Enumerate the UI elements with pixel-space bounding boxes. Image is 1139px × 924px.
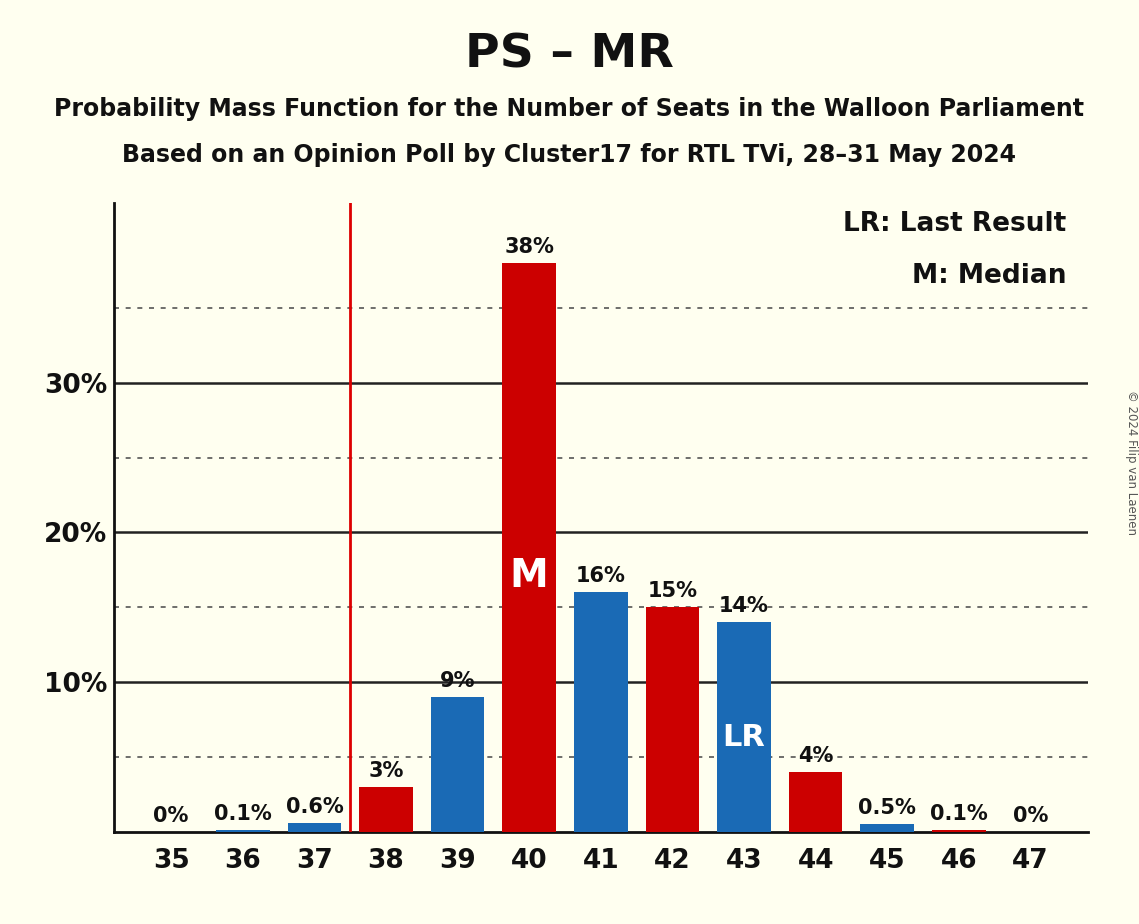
Bar	[574, 592, 628, 832]
Bar	[359, 786, 412, 832]
Bar	[502, 263, 556, 832]
Bar	[860, 824, 915, 832]
Text: 0.1%: 0.1%	[929, 804, 988, 824]
Text: 0.6%: 0.6%	[286, 796, 343, 817]
Bar	[789, 772, 843, 832]
Text: 16%: 16%	[576, 566, 625, 586]
Text: Based on an Opinion Poll by Cluster17 for RTL TVi, 28–31 May 2024: Based on an Opinion Poll by Cluster17 fo…	[123, 143, 1016, 167]
Text: © 2024 Filip van Laenen: © 2024 Filip van Laenen	[1124, 390, 1138, 534]
Text: 3%: 3%	[368, 760, 403, 781]
Text: LR: Last Result: LR: Last Result	[843, 211, 1066, 237]
Bar	[646, 607, 699, 832]
Bar	[216, 830, 270, 832]
Text: 38%: 38%	[505, 237, 555, 257]
Text: Probability Mass Function for the Number of Seats in the Walloon Parliament: Probability Mass Function for the Number…	[55, 97, 1084, 121]
Text: PS – MR: PS – MR	[465, 32, 674, 78]
Text: M: Median: M: Median	[911, 263, 1066, 289]
Bar	[431, 697, 484, 832]
Text: 0%: 0%	[154, 806, 189, 826]
Text: 4%: 4%	[798, 746, 834, 766]
Text: 9%: 9%	[440, 671, 475, 691]
Text: 0.5%: 0.5%	[859, 798, 916, 818]
Bar	[932, 830, 985, 832]
Text: 0%: 0%	[1013, 806, 1048, 826]
Bar	[287, 822, 342, 832]
Bar	[718, 622, 771, 832]
Text: 14%: 14%	[719, 596, 769, 616]
Text: 15%: 15%	[647, 581, 697, 602]
Text: M: M	[510, 557, 549, 595]
Text: 0.1%: 0.1%	[214, 804, 272, 824]
Text: LR: LR	[722, 723, 765, 752]
